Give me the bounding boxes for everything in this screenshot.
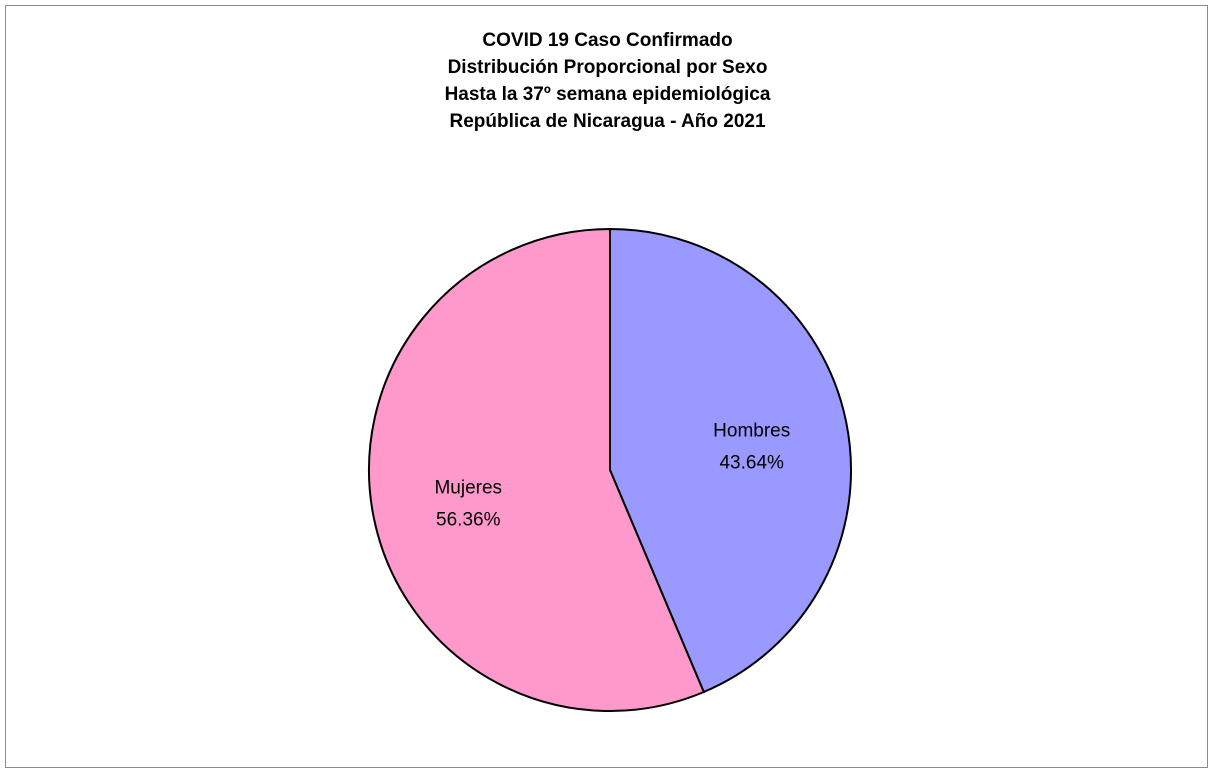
chart-title-line-4: República de Nicaragua - Año 2021 [449,111,766,132]
chart-title-line-2: Distribución Proporcional por Sexo [447,57,768,78]
chart-title: COVID 19 Caso Confirmado Distribución Pr… [0,27,1215,135]
slice-label-hombres: Hombres [713,420,790,441]
slice-label-mujeres: Mujeres [434,478,502,499]
pie-slice-mujeres [368,227,706,712]
chart-title-line-3: Hasta la 37º semana epidemiológica [444,84,771,105]
slice-value-mujeres: 56.36% [436,510,501,531]
pie-slice-hombres [609,227,852,694]
chart-title-line-1: COVID 19 Caso Confirmado [482,30,733,51]
slice-value-hombres: 43.64% [719,452,784,473]
